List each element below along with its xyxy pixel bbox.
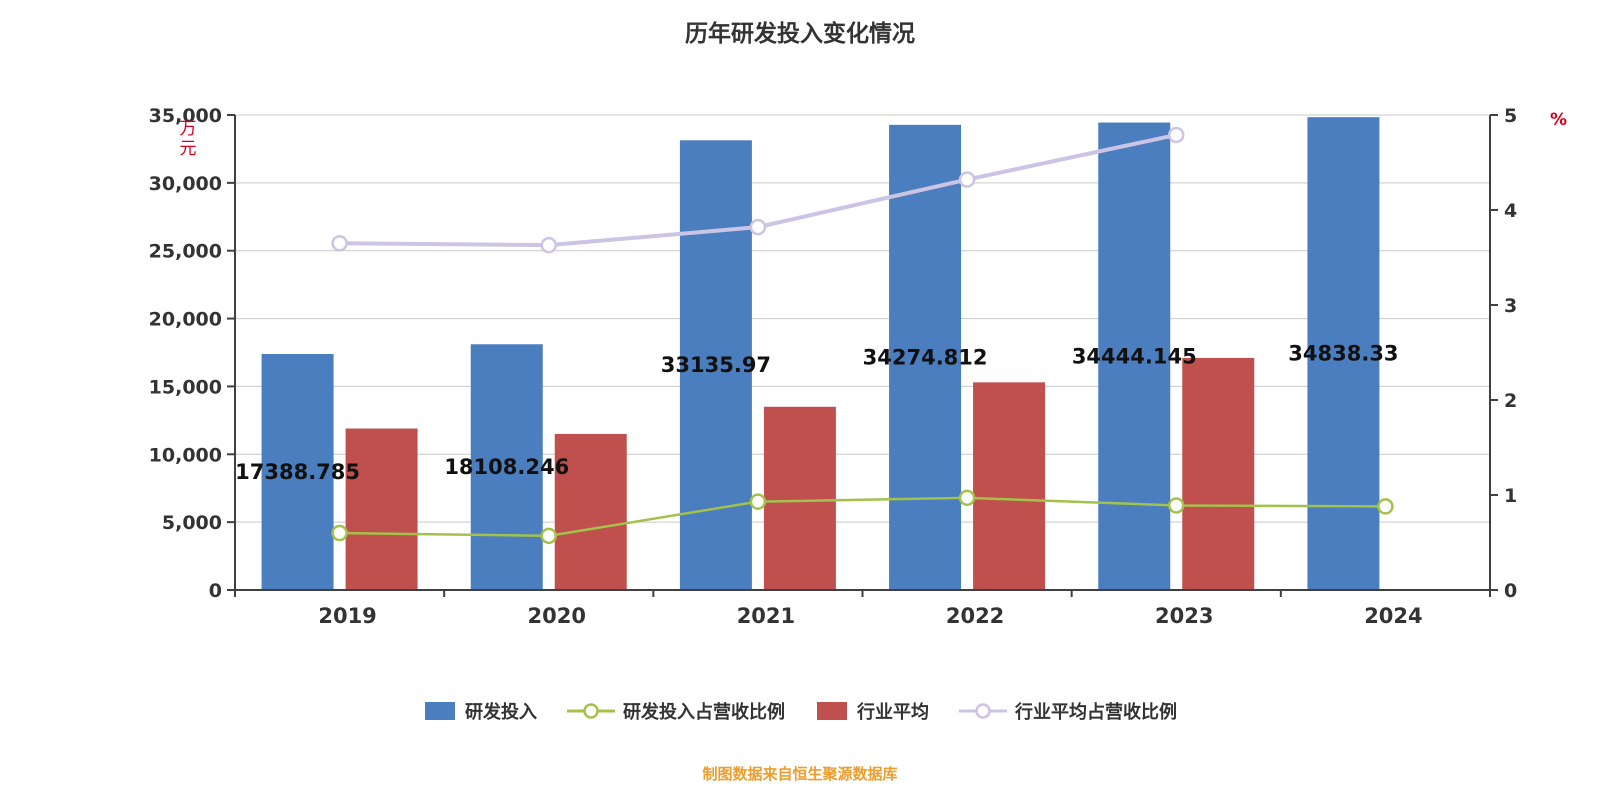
- legend-item-rnd-ratio[interactable]: 研发投入占营收比例: [567, 698, 785, 724]
- left-axis-label-0: 0: [209, 580, 222, 602]
- rnd-investment-value-label-2019: 17388.785: [235, 460, 360, 484]
- rnd-investment-bar-2021[interactable]: [679, 140, 752, 590]
- right-axis-label-5: 5: [1504, 105, 1517, 127]
- x-axis-label-2024: 2024: [1364, 604, 1422, 628]
- legend-item-industry-average[interactable]: 行业平均: [815, 698, 929, 724]
- rnd-investment-bar-2022[interactable]: [889, 124, 962, 591]
- industry-ratio-point-2020[interactable]: [540, 236, 557, 254]
- rnd-investment-value-label-2020: 18108.246: [444, 455, 569, 479]
- right-axis-label-0: 0: [1504, 580, 1517, 602]
- legend-swatch-industry-ratio-line: [959, 703, 1007, 719]
- x-axis-label-2021: 2021: [737, 604, 795, 628]
- rnd-ratio-point-2024[interactable]: [1377, 498, 1394, 515]
- industry-average-bar-2021[interactable]: [763, 406, 836, 590]
- industry-ratio-point-2023[interactable]: [1168, 126, 1185, 144]
- left-axis-unit-label: 元: [180, 139, 197, 159]
- right-axis-label-3: 3: [1504, 295, 1517, 317]
- industry-ratio-point-2019[interactable]: [331, 235, 348, 252]
- x-axis-label-2022: 2022: [946, 604, 1004, 628]
- industry-ratio-point-2021[interactable]: [749, 218, 767, 236]
- right-axis-label-4: 4: [1504, 200, 1517, 222]
- industry-average-bar-2019[interactable]: [345, 428, 418, 591]
- rnd-ratio-point-2019[interactable]: [331, 524, 348, 542]
- legend-item-rnd-investment[interactable]: 研发投入: [423, 698, 537, 724]
- rnd-ratio-point-2021[interactable]: [749, 493, 767, 510]
- legend-label: 研发投入: [465, 702, 537, 723]
- chart-title: 历年研发投入变化情况: [685, 21, 915, 47]
- rnd-investment-bar-2024[interactable]: [1307, 117, 1380, 590]
- x-axis-label-2023: 2023: [1155, 604, 1213, 628]
- industry-average-bar-2020[interactable]: [554, 433, 627, 590]
- data-source-note: 制图数据来自恒生聚源数据库: [702, 765, 898, 783]
- industry-average-bar-2022[interactable]: [973, 382, 1046, 590]
- legend-label: 研发投入占营收比例: [623, 702, 785, 723]
- left-axis-unit-label: 万: [180, 119, 197, 139]
- chart-legend: 研发投入 研发投入占营收比例 行业平均 行业平均占营收比例: [0, 698, 1600, 724]
- legend-swatch-rnd-bar: [425, 702, 455, 720]
- legend-swatch-industry-bar: [817, 702, 847, 720]
- rnd-investment-bar-2023[interactable]: [1098, 122, 1171, 590]
- right-axis-unit-label: %: [1550, 110, 1567, 130]
- legend-label: 行业平均占营收比例: [1015, 702, 1177, 723]
- left-axis-label-10000: 10,000: [149, 444, 222, 466]
- legend-item-industry-ratio[interactable]: 行业平均占营收比例: [959, 698, 1177, 724]
- rnd-investment-bar-2019[interactable]: [261, 354, 334, 590]
- x-axis-label-2020: 2020: [528, 604, 586, 628]
- left-axis-label-30000: 30,000: [149, 173, 222, 195]
- left-axis-label-20000: 20,000: [149, 309, 222, 331]
- left-axis-label-5000: 5,000: [162, 512, 222, 534]
- legend-label: 行业平均: [857, 702, 929, 723]
- rnd-ratio-line: [338, 496, 1387, 538]
- left-axis-label-25000: 25,000: [149, 241, 222, 263]
- x-axis-label-2019: 2019: [318, 604, 376, 628]
- right-axis-label-2: 2: [1504, 390, 1517, 412]
- rnd-investment-value-label-2023: 34444.145: [1072, 344, 1197, 368]
- right-axis-label-1: 1: [1504, 485, 1517, 507]
- rnd-investment-value-label-2022: 34274.812: [863, 345, 988, 369]
- industry-average-bar-2023[interactable]: [1182, 357, 1255, 590]
- left-axis-label-15000: 15,000: [149, 376, 222, 398]
- left-axis-label-35000: 35,000: [149, 105, 222, 127]
- legend-swatch-rnd-ratio-line: [567, 703, 615, 719]
- industry-ratio-point-2022[interactable]: [958, 171, 976, 188]
- rnd-investment-value-label-2021: 33135.97: [661, 353, 771, 377]
- rnd-investment-value-label-2024: 34838.33: [1288, 342, 1398, 366]
- rnd-ratio-point-2020[interactable]: [540, 527, 557, 545]
- rnd-ratio-point-2022[interactable]: [958, 489, 976, 507]
- rnd-ratio-point-2023[interactable]: [1168, 497, 1185, 514]
- rnd-investment-bar-2020[interactable]: [470, 344, 543, 590]
